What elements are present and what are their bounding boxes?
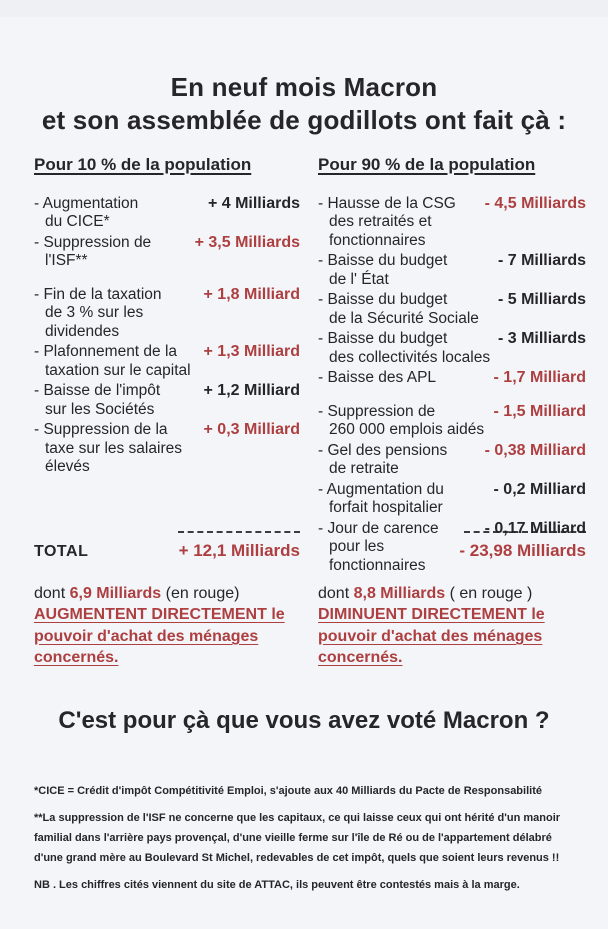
column-10-percent: Pour 10 % de la population - Augmentatio…: [34, 155, 300, 669]
item-amount: + 4 Milliards: [207, 194, 300, 212]
item-amount: + 3,5 Milliards: [194, 233, 300, 251]
note-intro-line: dont 8,8 Milliards ( en rouge ): [318, 583, 586, 605]
budget-line-item: - Baisse des APL - 1,7 Milliard: [318, 369, 586, 388]
note-intro-line: dont 6,9 Milliards (en rouge): [34, 583, 300, 605]
budget-line-item: - Baisse du budget des collectivités loc…: [318, 330, 586, 367]
budget-line-item: - Hausse de la CSG des retraités et fonc…: [318, 195, 586, 251]
item-amount: + 1,2 Milliard: [203, 382, 300, 400]
item-amount: - 1,7 Milliard: [493, 369, 586, 387]
item-label: - Baisse de l'impôt sur les Sociétés: [34, 382, 161, 418]
item-amount: - 3 Milliards: [497, 330, 586, 348]
note-90-percent: dont 8,8 Milliards ( en rouge ) DIMINUEN…: [318, 583, 586, 669]
note-prefix: dont: [318, 584, 354, 602]
item-amount: - 4,5 Milliards: [484, 194, 586, 212]
budget-line-item: - Suppression de 260 000 emplois aidés - …: [318, 403, 586, 440]
item-amount: - 0,38 Milliard: [484, 441, 586, 459]
note-prefix: dont: [34, 584, 70, 602]
item-label: - Suppression de la taxe sur les salaire…: [34, 421, 182, 476]
note-10-percent: dont 6,9 Milliards (en rouge) AUGMENTENT…: [34, 583, 300, 669]
item-label: - Suppression de 260 000 emplois aidés: [318, 402, 485, 439]
footnote-isf: **La suppression de l'ISF ne concerne qu…: [34, 811, 561, 864]
total-row-90-percent: - 23,98 Milliards: [318, 541, 586, 561]
budget-line-item: - Jour de carence pour les fonctionnaire…: [318, 520, 586, 576]
budget-line-item: - Augmentation du CICE* + 4 Milliards: [34, 195, 300, 232]
item-label: - Plafonnement de la taxation sur le cap…: [34, 343, 191, 379]
item-label: - Baisse des APL: [318, 369, 437, 387]
note-underlined-text: DIMINUENT DIRECTEMENT le pouvoir d'achat…: [318, 606, 545, 667]
budget-line-item: - Suppression de la taxe sur les salaire…: [34, 421, 300, 477]
item-label: - Suppression de l'ISF**: [34, 233, 152, 270]
item-list-10-percent: - Augmentation du CICE* + 4 Milliards - Su…: [34, 195, 300, 531]
total-amount-10-percent: + 12,1 Milliards: [178, 540, 300, 560]
column-90-percent: Pour 90 % de la population - Hausse de l…: [318, 155, 586, 669]
note-amount: 8,8 Milliards: [353, 584, 446, 602]
item-label: - Hausse de la CSG des retraités et fonc…: [318, 194, 456, 249]
item-label: - Augmentation du CICE*: [34, 194, 139, 231]
footnote-cice: *CICE = Crédit d'impôt Compétitivité Emp…: [34, 784, 542, 797]
note-underlined-text: AUGMENTENT DIRECTEMENT le pouvoir d'acha…: [34, 606, 285, 667]
item-label: - Baisse du budget des collectivités loc…: [318, 330, 491, 366]
budget-line-item: - Baisse du budget de l' État - 7 Milliar…: [318, 252, 586, 289]
item-amount: - 1,5 Milliard: [493, 402, 586, 420]
item-amount: + 1,3 Milliard: [203, 343, 300, 361]
flyer-page: En neuf mois Macron et son assemblée de …: [0, 17, 608, 929]
budget-line-item: - Gel des pensions de retraite - 0,38 Mil…: [318, 442, 586, 479]
item-amount: + 0,3 Milliard: [203, 421, 300, 439]
total-row-10-percent: TOTAL + 12,1 Milliards: [34, 541, 300, 561]
total-label: TOTAL: [34, 542, 89, 560]
column-header-90-percent: Pour 90 % de la population: [318, 154, 536, 174]
budget-line-item: - Fin de la taxation de 3 % sur les divi…: [34, 286, 300, 342]
item-list-90-percent: - Hausse de la CSG des retraités et fonc…: [318, 195, 586, 574]
footnote-nb: NB . Les chiffres cités viennent du site…: [34, 878, 520, 891]
note-amount: 6,9 Milliards: [69, 584, 162, 602]
title-line-1: En neuf mois Macron: [170, 72, 438, 103]
item-label: - Fin de la taxation de 3 % sur les divi…: [34, 285, 162, 340]
item-label: - Augmentation du forfait hospitalier: [318, 480, 444, 517]
budget-line-item: - Suppression de l'ISF** + 3,5 Milliards: [34, 234, 300, 271]
column-header-10-percent: Pour 10 % de la population: [34, 154, 252, 174]
item-label: - Baisse du budget de l' État: [318, 252, 448, 288]
item-amount: - 0,17 Milliard: [484, 519, 586, 537]
budget-line-item: - Augmentation du forfait hospitalier - 0…: [318, 481, 586, 518]
note-suffix: ( en rouge ): [445, 584, 533, 602]
note-suffix: (en rouge): [161, 584, 240, 602]
item-label: - Baisse du budget de la Sécurité Social…: [318, 291, 479, 327]
bottom-question: C'est pour çà que vous avez voté Macron …: [58, 706, 550, 734]
title-line-2: et son assemblée de godillots ont fait ç…: [41, 105, 567, 136]
item-amount: - 7 Milliards: [497, 252, 586, 270]
dashed-divider: [178, 530, 300, 533]
comparison-table: Pour 10 % de la population - Augmentatio…: [0, 155, 608, 669]
budget-line-item: - Baisse du budget de la Sécurité Social…: [318, 291, 586, 328]
item-label: - Jour de carence pour les fonctionnaire…: [318, 519, 439, 574]
item-amount: + 1,8 Milliard: [203, 285, 300, 303]
total-amount-90-percent: - 23,98 Milliards: [459, 540, 586, 560]
item-label: - Gel des pensions de retraite: [318, 441, 448, 478]
footnotes-section: *CICE = Crédit d'impôt Compétitivité Emp…: [0, 781, 608, 895]
item-amount: - 5 Milliards: [497, 291, 586, 309]
page-title: En neuf mois Macron et son assemblée de …: [0, 17, 608, 137]
item-amount: - 0,2 Milliard: [493, 480, 586, 498]
budget-line-item: - Baisse de l'impôt sur les Sociétés + 1,…: [34, 382, 300, 419]
budget-line-item: - Plafonnement de la taxation sur le cap…: [34, 343, 300, 380]
dashed-divider: [464, 530, 586, 533]
